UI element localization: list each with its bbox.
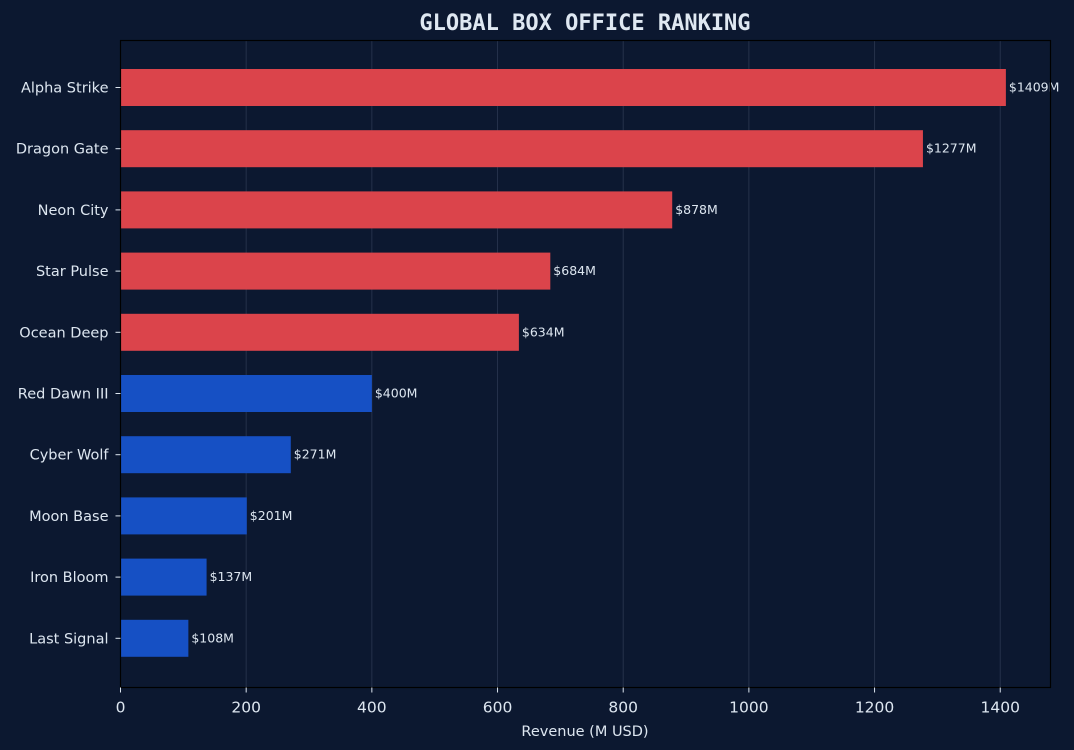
bar-value-label: $1277M bbox=[926, 141, 977, 156]
y-tick-label: Neon City bbox=[38, 203, 109, 219]
bar bbox=[120, 130, 923, 168]
x-tick-label: 1200 bbox=[855, 699, 894, 717]
bar-value-label: $878M bbox=[675, 202, 718, 217]
y-tick-label: Moon Base bbox=[29, 509, 108, 525]
x-tick-label: 1400 bbox=[981, 699, 1020, 717]
plot-frame bbox=[119, 39, 1052, 689]
y-axis-ticks: Alpha Strike Dragon Gate Neon City Star Pul… bbox=[16, 81, 121, 647]
x-tick-label: 0 bbox=[116, 699, 126, 717]
value-labels: $1409M $1277M $878M $684M $634M $400M $271M $20… bbox=[191, 80, 1059, 646]
bar bbox=[120, 619, 189, 657]
bar-value-label: $634M bbox=[522, 324, 565, 339]
x-tick-label: 1000 bbox=[729, 699, 768, 717]
x-tick-label: 800 bbox=[608, 699, 638, 717]
bar bbox=[120, 497, 247, 535]
x-axis-label: Revenue (M USD) bbox=[521, 724, 648, 740]
bar-value-label: $400M bbox=[375, 386, 418, 401]
y-tick-label: Red Dawn III bbox=[18, 387, 109, 403]
bar bbox=[120, 313, 519, 351]
x-tick-label: 400 bbox=[357, 699, 387, 717]
y-tick-label: Ocean Deep bbox=[19, 325, 108, 341]
bar-value-label: $201M bbox=[250, 508, 293, 523]
y-tick-label: Star Pulse bbox=[36, 264, 109, 280]
x-axis-ticks: 0 200 400 600 800 1000 1200 1400 bbox=[116, 687, 1020, 717]
y-tick-label: Dragon Gate bbox=[16, 142, 109, 158]
bar bbox=[120, 69, 1006, 106]
bar-value-label: $271M bbox=[294, 447, 337, 462]
bar bbox=[120, 375, 372, 412]
x-tick-label: 200 bbox=[231, 699, 261, 717]
bar-value-label: $684M bbox=[553, 263, 596, 278]
bar bbox=[120, 558, 207, 596]
y-tick-label: Iron Bloom bbox=[30, 570, 108, 586]
x-tick-label: 600 bbox=[483, 699, 513, 717]
y-tick-label: Last Signal bbox=[29, 631, 108, 647]
bars bbox=[120, 69, 1006, 657]
bar-value-label: $108M bbox=[191, 630, 234, 645]
chart-title: GLOBAL BOX OFFICE RANKING bbox=[419, 11, 750, 36]
bar bbox=[120, 436, 291, 474]
y-tick-label: Cyber Wolf bbox=[30, 448, 110, 464]
bar bbox=[120, 252, 551, 290]
bar-value-label: $1409M bbox=[1009, 80, 1060, 95]
y-tick-label: Alpha Strike bbox=[21, 81, 109, 97]
bar bbox=[120, 191, 673, 229]
bar-value-label: $137M bbox=[210, 569, 253, 584]
